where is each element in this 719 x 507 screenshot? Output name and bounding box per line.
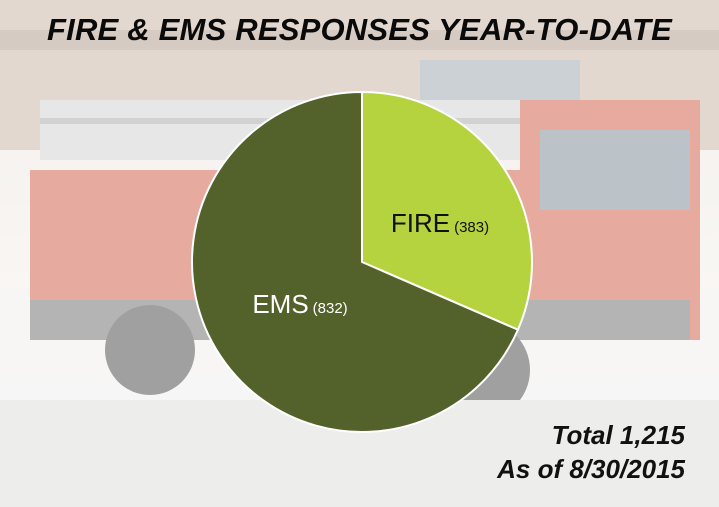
- slice-value-ems: (832): [313, 300, 348, 317]
- slice-value-fire: (383): [454, 219, 489, 236]
- as-of-date-note: As of 8/30/2015: [497, 454, 685, 484]
- pie-slice-fire: [361, 90, 533, 332]
- pie-label-fire: FIRE (383): [391, 208, 489, 238]
- chart-title: FIRE & EMS RESPONSES YEAR-TO-DATE: [47, 12, 672, 47]
- pie-label-ems: EMS (832): [252, 289, 347, 319]
- total-note: Total 1,215: [551, 420, 685, 450]
- pie-slice-ems: [191, 90, 520, 433]
- slice-label-fire: FIRE: [391, 208, 450, 238]
- slice-label-ems: EMS: [252, 289, 308, 319]
